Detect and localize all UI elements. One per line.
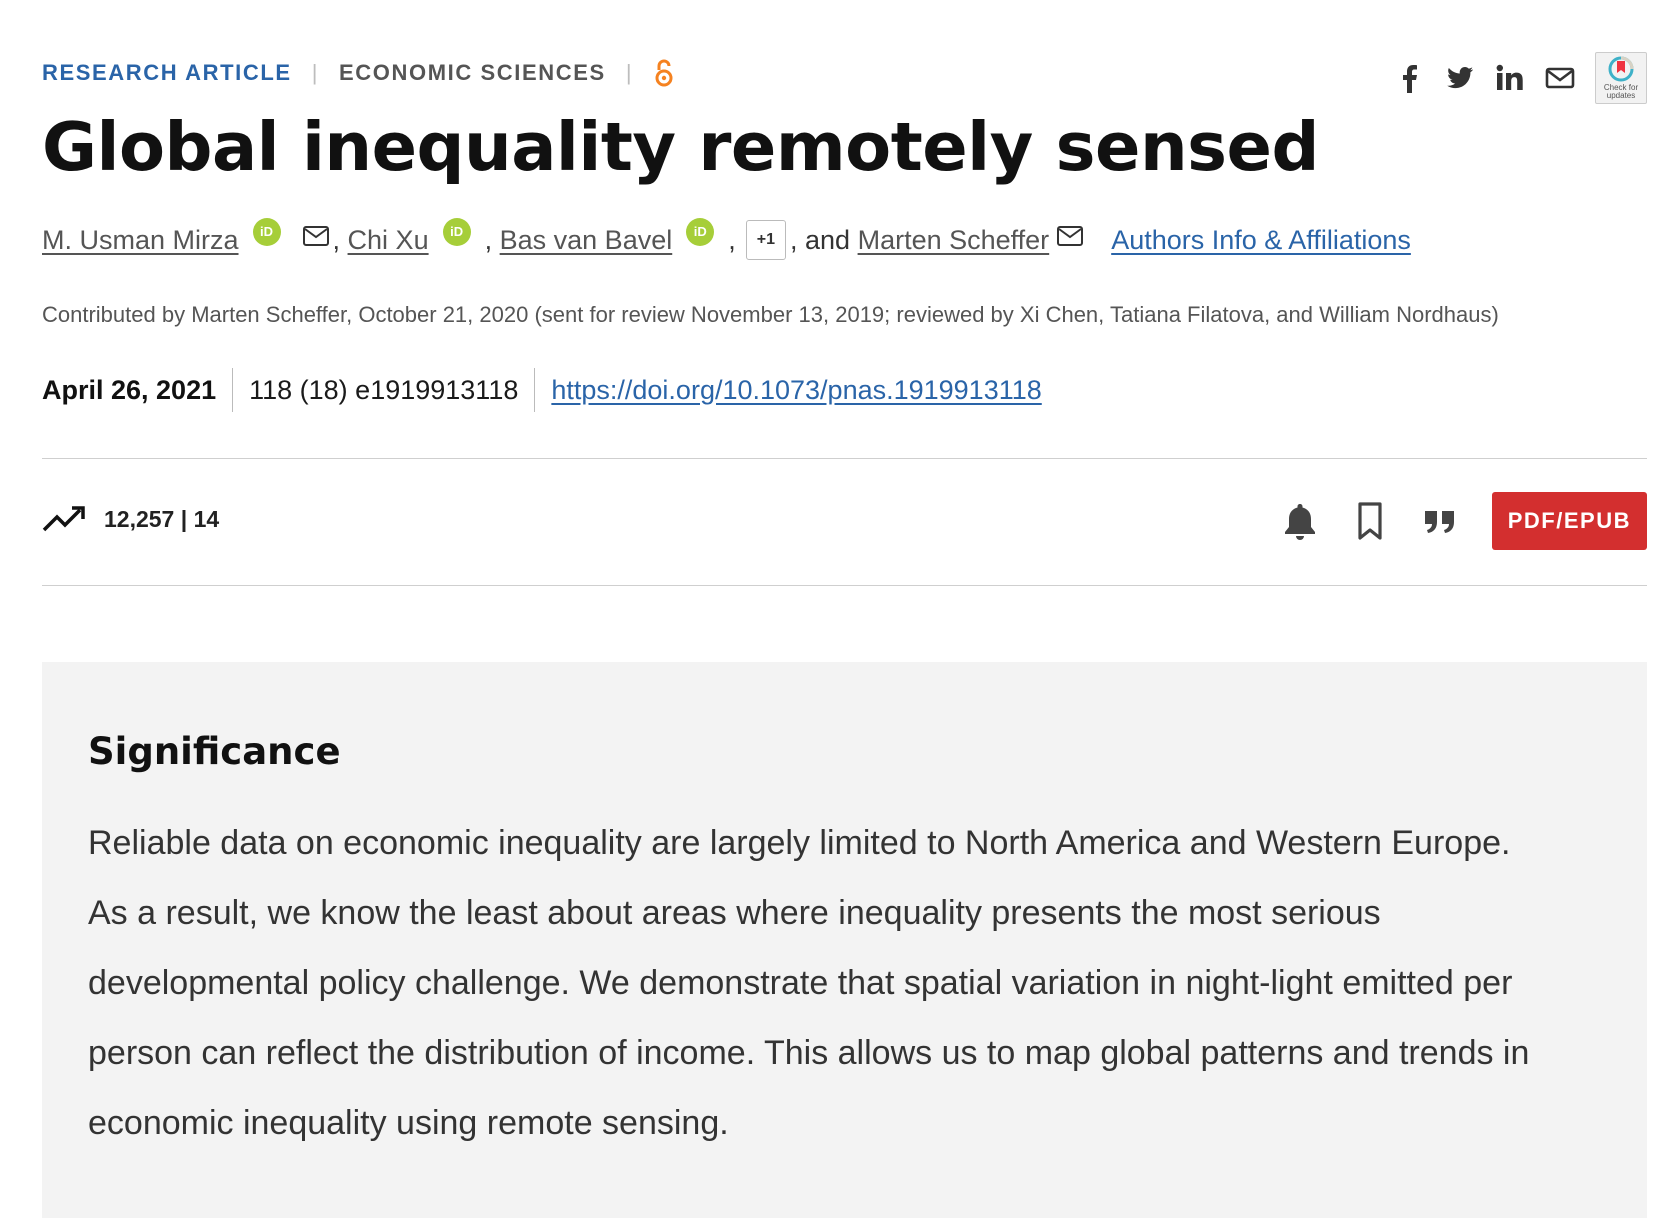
publication-info: April 26, 2021 118 (18) e1919913118 http… [42, 368, 1042, 412]
article-actions: PDF/EPUB [1282, 492, 1647, 550]
orcid-icon[interactable]: iD [252, 218, 281, 246]
orcid-icon[interactable]: iD [442, 218, 471, 246]
article-type-link[interactable]: RESEARCH ARTICLE [42, 60, 292, 85]
trending-up-icon [42, 504, 88, 534]
section-link[interactable]: ECONOMIC SCIENCES [339, 60, 606, 85]
significance-heading: Significance [88, 730, 341, 773]
significance-text: Reliable data on economic inequality are… [88, 824, 1530, 1142]
email-icon[interactable] [1057, 222, 1084, 246]
author-separator: , [332, 224, 341, 255]
article-title: Global inequality remotely sensed [42, 108, 1319, 186]
author-separator: , [484, 224, 493, 255]
crossmark-badge[interactable]: Check for updates [1595, 52, 1647, 104]
authors-info-affiliations-link[interactable]: Authors Info & Affiliations [1111, 224, 1411, 255]
author-list: M. Usman Mirza iD , Chi Xu iD , Bas van … [42, 218, 1411, 260]
metrics-separator: | [180, 505, 188, 532]
author-link[interactable]: M. Usman Mirza [42, 224, 239, 255]
email-icon[interactable] [1545, 63, 1575, 93]
citation-info: 118 (18) e1919913118 [249, 374, 519, 405]
divider [232, 368, 234, 412]
bell-icon[interactable] [1282, 501, 1318, 541]
quote-icon[interactable] [1422, 501, 1458, 541]
significance-panel: Significance Reliable data on economic i… [42, 662, 1647, 1218]
open-access-icon [653, 58, 675, 88]
more-authors-button[interactable]: +1 [745, 220, 786, 260]
divider [42, 458, 1647, 459]
orcid-icon[interactable]: iD [686, 218, 715, 246]
pdf-epub-button[interactable]: PDF/EPUB [1491, 492, 1647, 550]
author-link[interactable]: Bas van Bavel [499, 224, 673, 255]
doi-link[interactable]: https://doi.org/10.1073/pnas.1919913118 [551, 374, 1042, 405]
linkedin-icon[interactable] [1495, 63, 1525, 93]
email-icon[interactable] [302, 222, 329, 246]
citations-count: 14 [193, 505, 220, 532]
divider [534, 368, 536, 412]
views-count: 12,257 [104, 505, 175, 532]
author-link[interactable]: Marten Scheffer [857, 224, 1050, 255]
divider [42, 585, 1647, 586]
author-link[interactable]: Chi Xu [347, 224, 429, 255]
contribution-note: Contributed by Marten Scheffer, October … [42, 302, 1499, 327]
crossmark-label: Check for updates [1603, 83, 1639, 100]
twitter-icon[interactable] [1445, 63, 1475, 93]
author-and: , and [790, 224, 851, 255]
meta-separator: | [625, 60, 634, 85]
facebook-icon[interactable] [1395, 63, 1425, 93]
bookmark-icon[interactable] [1352, 501, 1388, 541]
author-separator: , [728, 224, 736, 255]
publication-date: April 26, 2021 [42, 374, 217, 405]
share-bar: Check for updates [1395, 52, 1647, 104]
article-metrics[interactable]: 12,257 | 14 [42, 504, 219, 534]
article-meta-row: RESEARCH ARTICLE | ECONOMIC SCIENCES | [42, 58, 675, 88]
meta-separator: | [311, 60, 320, 85]
